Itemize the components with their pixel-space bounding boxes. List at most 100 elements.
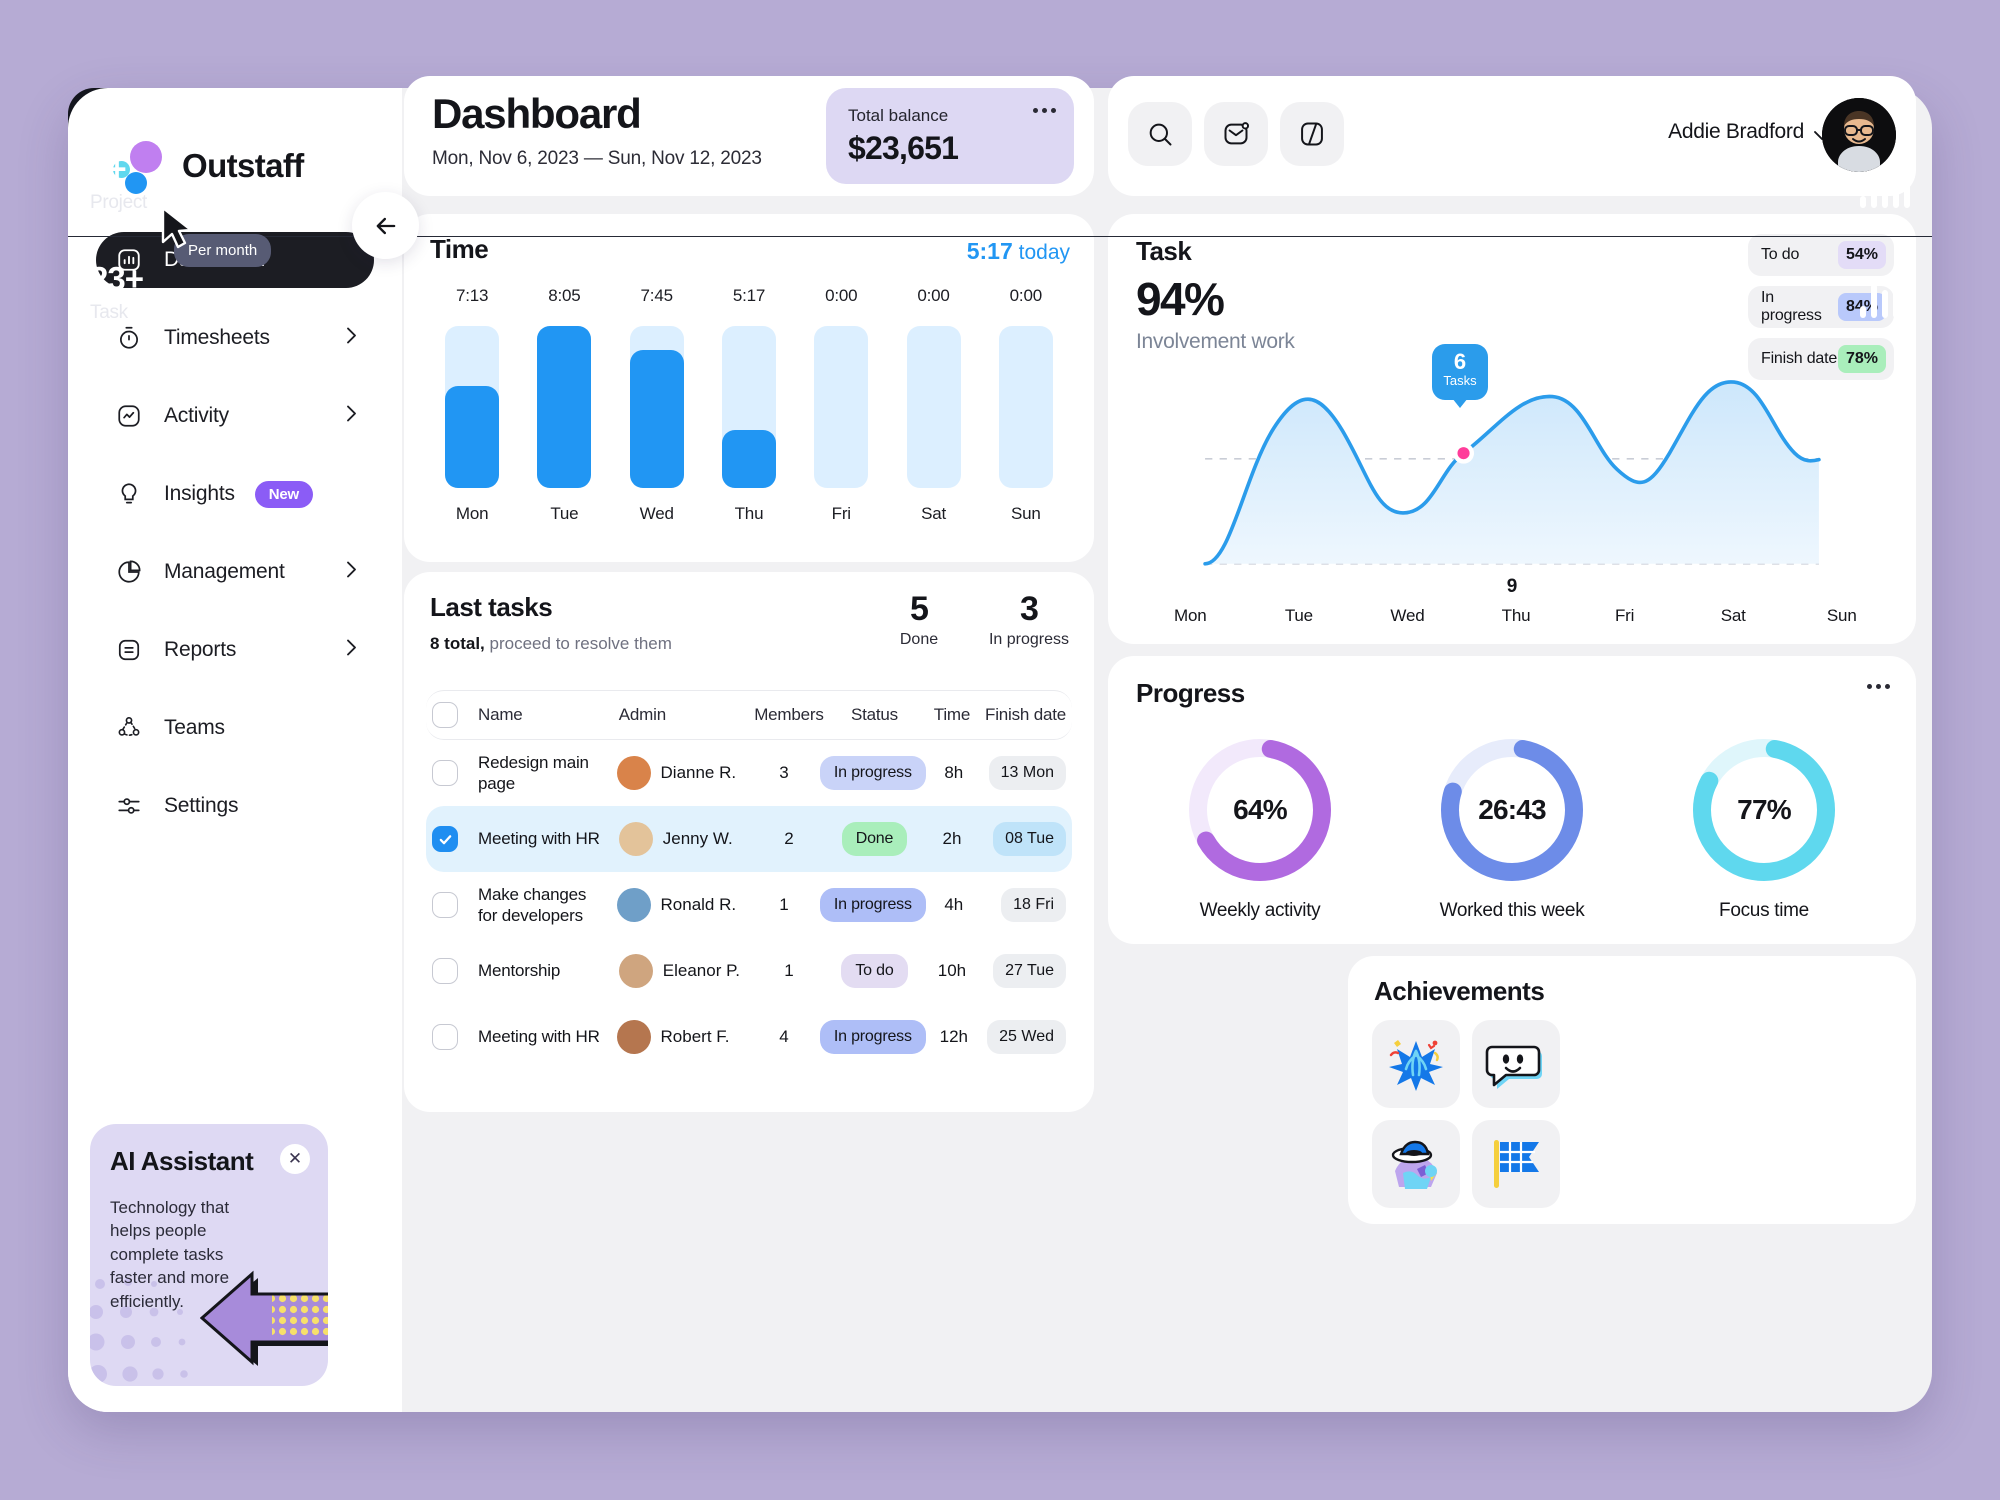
task-stat-inprogress[interactable]: In progress 84% [1748,286,1894,328]
bar-column[interactable]: 0:00 Sun [980,286,1072,526]
row-checkbox[interactable] [432,958,458,984]
table-row[interactable]: Make changes for developers Ronald R. 1 I… [426,872,1072,938]
day-label: Tue [1284,606,1313,625]
sidebar-item-label: Timesheets [164,326,270,349]
brand-logo[interactable]: Outstaff [68,130,402,202]
achievement-smiley-chat[interactable] [1472,1020,1560,1108]
cursor-icon [161,206,193,249]
bar-fill [537,326,592,488]
task-stat-value: 54% [1837,241,1886,269]
pie-chart-icon [114,557,144,587]
sidebar-collapse-button[interactable] [352,192,419,259]
ai-assistant-title: AI Assistant [110,1146,254,1176]
sidebar-item-timesheets[interactable]: Timesheets [96,310,374,366]
stat-done: 5 Done [874,590,964,649]
select-all-checkbox[interactable] [432,702,458,728]
table-row[interactable]: Meeting with HR Robert F. 4 In progress … [426,1004,1072,1070]
day-label: Mon [1174,606,1207,625]
bar-column[interactable]: 0:00 Fri [795,286,887,526]
ring-chart [1189,739,1331,881]
admin-name: Robert F. [660,1027,730,1046]
finish-date-badge: 27 Tue [993,954,1066,988]
achievements-card: Achievements [1348,956,1916,1224]
ai-assistant-card: AI Assistant ✕ Technology that helps peo… [90,1124,328,1386]
bar-column[interactable]: 5:17 Thu [703,286,795,526]
achievement-sparkle-burst[interactable] [1372,1020,1460,1108]
task-stat-todo[interactable]: To do 54% [1748,234,1894,276]
finish-date-badge: 18 Fri [1001,888,1067,922]
inbox-button[interactable] [1204,102,1268,166]
sidebar-item-insights[interactable]: Insights New [96,466,374,522]
teams-icon [114,713,144,743]
task-members: 2 [784,829,794,848]
finish-date-badge: 08 Tue [993,822,1066,856]
sidebar-item-activity[interactable]: Activity [96,388,374,444]
activity-icon [114,401,144,431]
ring-chart [1441,739,1583,881]
tasks-table: Name Admin Members Status Time Finish da… [426,690,1072,1070]
sidebar-item-management[interactable]: Management [96,544,374,600]
avatar [616,888,651,922]
balance-value: $23,651 [848,130,959,166]
bar-column[interactable]: 7:13 Mon [426,286,518,526]
more-icon[interactable] [1033,108,1056,113]
stat-label: In progress [988,631,1070,648]
stat-label: Done [899,631,939,648]
column-header: Status [850,705,898,724]
search-button[interactable] [1128,102,1192,166]
layout-button[interactable] [1280,102,1344,166]
bar-day-label: Mon [455,504,489,523]
avatar[interactable] [1822,98,1896,172]
bar-column[interactable]: 7:45 Wed [611,286,703,526]
per-month-value: 9+ [90,150,127,187]
task-stat-finishdate[interactable]: Finish date 78% [1748,338,1894,380]
row-checkbox[interactable] [432,892,458,918]
task-members: 4 [779,1027,789,1046]
bar-column[interactable]: 0:00 Sat [887,286,979,526]
last-tasks-card: Last tasks 8 total, proceed to resolve t… [404,572,1094,1112]
task-stat-label: In progress [1761,289,1822,324]
divider [68,236,1932,237]
time-today-label: today [1018,241,1070,264]
table-row[interactable]: Redesign main page Dianne R. 3 In progre… [426,740,1072,806]
new-badge: New [254,480,314,508]
ring-value: 77% [1737,794,1791,825]
progress-ring[interactable]: 77% Focus time [1684,734,1844,922]
topbar-card: Addie Bradford [1108,76,1916,196]
time-card: Time 5:17 today 7:13 Mon 8:05 Tue 7:45 W… [404,214,1094,562]
lightbulb-icon [114,479,144,509]
row-checkbox[interactable] [432,1024,458,1050]
table-header-row: Name Admin Members Status Time Finish da… [426,690,1072,740]
avatar [618,822,653,856]
total-balance-card[interactable]: Total balance $23,651 [826,88,1074,184]
ai-assistant-body: Technology that helps people complete ta… [110,1198,230,1311]
sidebar-item-settings[interactable]: Settings [96,778,374,834]
sidebar-item-teams[interactable]: Teams [96,700,374,756]
per-month-title: Per month [90,106,205,133]
column-header: Members [754,705,824,724]
progress-title: Progress [1136,678,1245,708]
bar-value-label: 0:00 [1009,286,1042,305]
close-icon[interactable]: ✕ [280,1144,310,1174]
sidebar-item-reports[interactable]: Reports [96,622,374,678]
day-label: Fri [1614,606,1635,625]
row-checkbox[interactable] [432,826,458,852]
document-icon [114,635,144,665]
progress-ring[interactable]: 26:43 Worked this week [1432,734,1592,922]
row-checkbox[interactable] [432,760,458,786]
achievement-flag[interactable] [1472,1120,1560,1208]
logo-mark-icon [112,139,166,194]
progress-ring[interactable]: 64% Weekly activity [1180,734,1340,922]
avatar [616,1020,651,1054]
task-admin: Dianne R. [616,756,749,790]
achievement-ufo[interactable] [1372,1120,1460,1208]
bar-column[interactable]: 8:05 Tue [518,286,610,526]
table-row[interactable]: Meeting with HR Jenny W. 2 Done 2h 08 Tu… [426,806,1072,872]
more-icon[interactable] [1867,684,1890,689]
table-row[interactable]: Mentorship Eleanor P. 1 To do 10h 27 Tue [426,938,1072,1004]
status-badge: In progress [819,1020,926,1054]
bar-value-label: 0:00 [825,286,858,305]
user-name[interactable]: Addie Bradford [1668,120,1804,143]
ufo-icon [1391,1140,1437,1189]
bar-value-label: 7:45 [640,286,673,305]
